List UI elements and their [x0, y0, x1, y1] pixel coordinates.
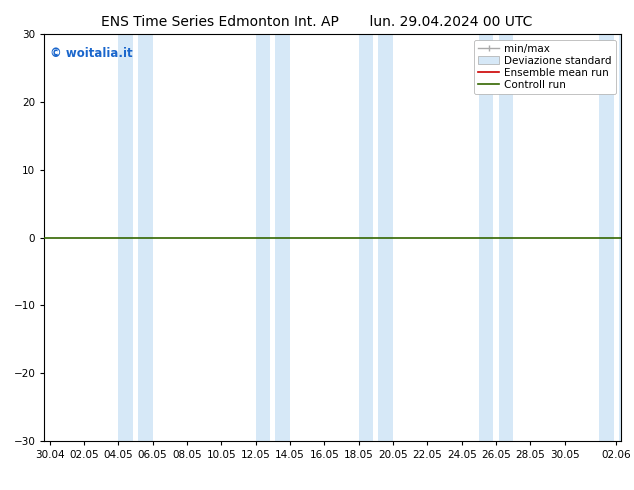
- Bar: [619, 34, 633, 441]
- Bar: [498, 34, 513, 441]
- Bar: [275, 34, 290, 441]
- Legend: min/max, Deviazione standard, Ensemble mean run, Controll run: min/max, Deviazione standard, Ensemble m…: [474, 40, 616, 94]
- Bar: [138, 34, 153, 441]
- Bar: [256, 34, 270, 441]
- Bar: [479, 34, 493, 441]
- Bar: [599, 34, 614, 441]
- Text: ENS Time Series Edmonton Int. AP       lun. 29.04.2024 00 UTC: ENS Time Series Edmonton Int. AP lun. 29…: [101, 15, 533, 29]
- Bar: [359, 34, 373, 441]
- Bar: [118, 34, 133, 441]
- Bar: [378, 34, 393, 441]
- Text: © woitalia.it: © woitalia.it: [50, 47, 133, 59]
